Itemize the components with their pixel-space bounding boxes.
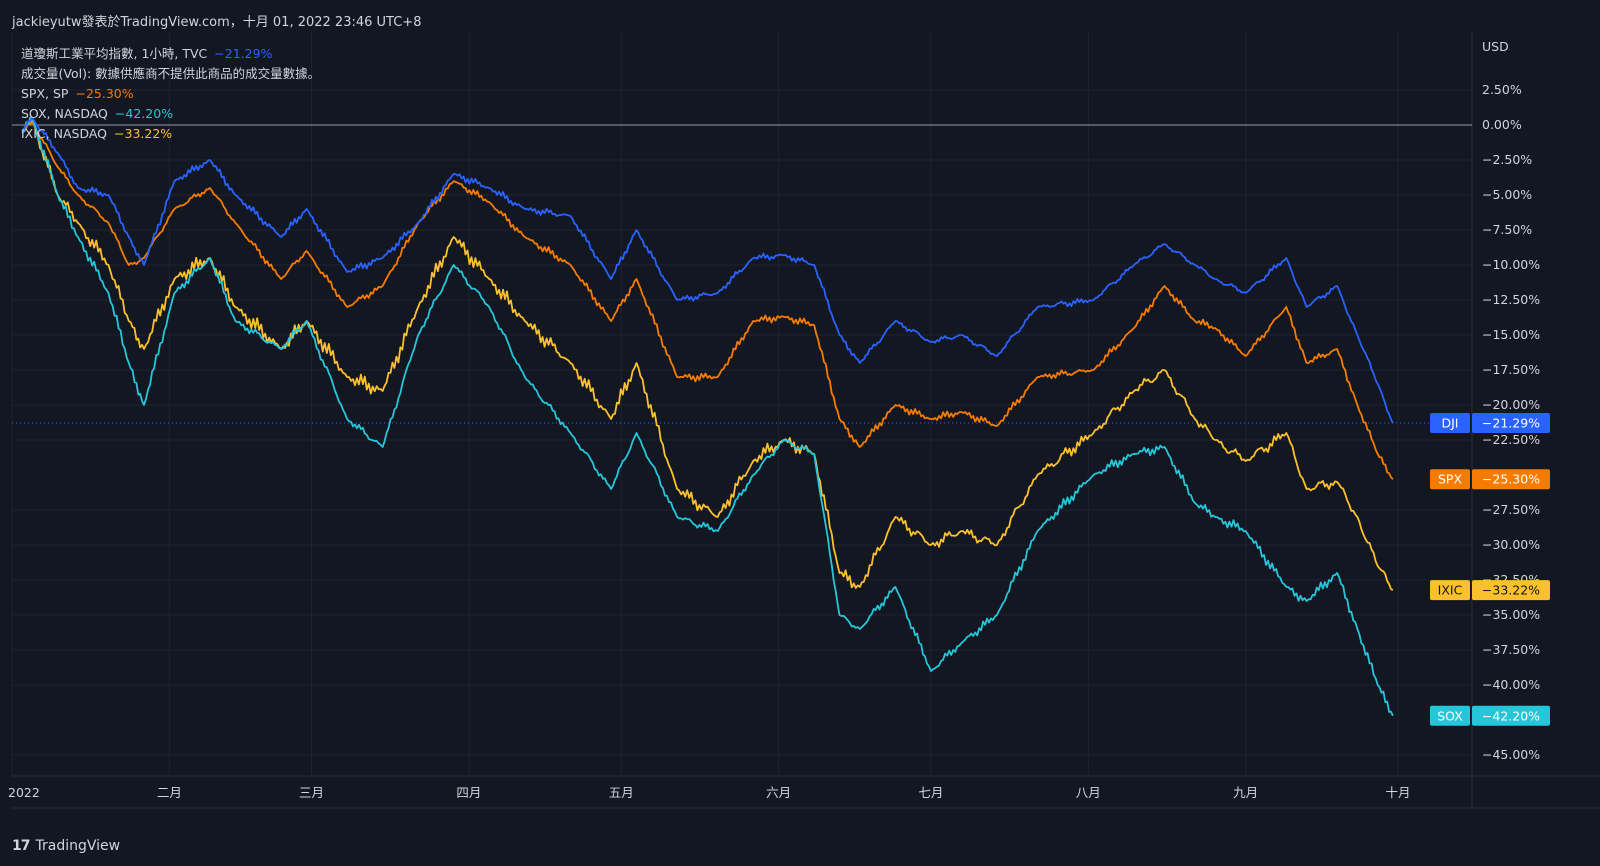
value-tag-name: DJI bbox=[1442, 416, 1459, 431]
legend-series-value: −42.20% bbox=[114, 106, 174, 121]
x-tick-label: 十月 bbox=[1385, 785, 1410, 800]
tradingview-logo-icon: 17 bbox=[12, 838, 31, 854]
value-tag-value: −42.20% bbox=[1482, 708, 1540, 723]
legend-series-value: −33.22% bbox=[114, 126, 173, 141]
value-tag-name: SPX bbox=[1438, 472, 1462, 487]
x-tick-label: 八月 bbox=[1076, 785, 1101, 800]
series-line-dji bbox=[21, 117, 1394, 424]
legend-series-name: SOX, NASDAQ bbox=[21, 106, 108, 121]
value-tag-value-bg bbox=[1472, 705, 1550, 726]
value-tag-dji: DJI −21.29% bbox=[1430, 413, 1550, 434]
legend-series-name: 道瓊斯工業平均指數, 1小時, TVC bbox=[21, 46, 208, 61]
y-tick-label: −22.50% bbox=[1482, 432, 1540, 447]
value-tag-name: SOX bbox=[1437, 708, 1463, 723]
currency-label: USD bbox=[1482, 39, 1509, 54]
value-tag-value-bg bbox=[1472, 580, 1550, 601]
value-tag-value: −25.30% bbox=[1482, 472, 1540, 487]
value-tag-name-bg bbox=[1430, 469, 1470, 490]
y-tick-label: −40.00% bbox=[1482, 677, 1540, 692]
x-tick-label: 五月 bbox=[609, 785, 634, 800]
value-tag-value-bg bbox=[1472, 469, 1550, 490]
value-tag-value-bg bbox=[1472, 413, 1550, 434]
legend-row[interactable]: 成交量(Vol): 數據供應商不提供此商品的成交量數據。 bbox=[21, 64, 320, 84]
value-tag-value: −33.22% bbox=[1482, 583, 1540, 598]
publish-info: jackieyutw發表於TradingView.com，十月 01, 2022… bbox=[12, 15, 422, 30]
y-axis[interactable]: USD 2.50% 0.00% −2.50% −5.00% −7.50% −10.00% −1… bbox=[1482, 39, 1540, 762]
legend-row[interactable]: SPX, SP −25.30% bbox=[21, 84, 320, 104]
x-tick-label: 二月 bbox=[157, 785, 182, 800]
x-tick-label: 九月 bbox=[1233, 785, 1258, 800]
x-tick-label: 七月 bbox=[918, 785, 943, 800]
series-lines bbox=[21, 116, 1394, 717]
legend-series-name: 成交量(Vol): 數據供應商不提供此商品的成交量數據。 bbox=[21, 66, 321, 81]
y-tick-label: −15.00% bbox=[1482, 327, 1540, 342]
y-tick-label: −5.00% bbox=[1482, 187, 1532, 202]
value-tag-ixic: IXIC −33.22% bbox=[1430, 580, 1550, 601]
value-tag-name: IXIC bbox=[1438, 583, 1463, 598]
x-tick-label: 2022 bbox=[8, 785, 40, 800]
x-axis[interactable]: 2022 二月 三月 四月 五月 六月 七月 八月 九月 十月 bbox=[8, 785, 1411, 800]
legend-series-name: SPX, SP bbox=[21, 86, 69, 101]
value-tag-name-bg bbox=[1430, 580, 1470, 601]
y-tick-label: −30.00% bbox=[1482, 537, 1540, 552]
value-tags: DJI −21.29% SPX −25.30% IXIC −33.22% SOX −42.20… bbox=[1430, 413, 1550, 726]
value-tag-value: −21.29% bbox=[1482, 416, 1540, 431]
y-tick-label: −35.00% bbox=[1482, 607, 1540, 622]
series-line-sox bbox=[21, 116, 1394, 717]
legend-series-value: −21.29% bbox=[214, 46, 273, 61]
chart-legend: 道瓊斯工業平均指數, 1小時, TVC −21.29% 成交量(Vol): 數據供應… bbox=[21, 44, 320, 144]
tradingview-brand[interactable]: 17 TradingView bbox=[12, 838, 120, 854]
y-tick-label: −20.00% bbox=[1482, 397, 1540, 412]
legend-series-name: IXIC, NASDAQ bbox=[21, 126, 108, 141]
y-tick-label: −37.50% bbox=[1482, 642, 1540, 657]
legend-row[interactable]: 道瓊斯工業平均指數, 1小時, TVC −21.29% bbox=[21, 44, 320, 64]
y-tick-label: 2.50% bbox=[1482, 82, 1522, 97]
legend-row[interactable]: SOX, NASDAQ −42.20% bbox=[21, 104, 320, 124]
x-tick-label: 三月 bbox=[299, 785, 324, 800]
y-tick-label: −10.00% bbox=[1482, 257, 1540, 272]
value-tag-name-bg bbox=[1430, 413, 1470, 434]
y-tick-label: −17.50% bbox=[1482, 362, 1540, 377]
series-line-spx bbox=[21, 121, 1394, 480]
value-tag-name-bg bbox=[1430, 705, 1470, 726]
y-tick-label: −2.50% bbox=[1482, 152, 1532, 167]
legend-series-value: −25.30% bbox=[75, 86, 134, 101]
y-tick-label: −12.50% bbox=[1482, 292, 1540, 307]
x-tick-label: 四月 bbox=[456, 785, 481, 800]
brand-text: TradingView bbox=[35, 838, 121, 854]
y-tick-label: −7.50% bbox=[1482, 222, 1532, 237]
y-tick-label: −27.50% bbox=[1482, 502, 1540, 517]
value-tag-spx: SPX −25.30% bbox=[1430, 469, 1550, 490]
legend-row[interactable]: IXIC, NASDAQ −33.22% bbox=[21, 124, 320, 144]
x-tick-label: 六月 bbox=[766, 785, 791, 800]
grid-lines bbox=[11, 32, 1600, 809]
y-tick-label: 0.00% bbox=[1482, 117, 1522, 132]
y-tick-label: −45.00% bbox=[1482, 747, 1540, 762]
plot-area bbox=[12, 32, 1472, 776]
value-tag-sox: SOX −42.20% bbox=[1430, 705, 1550, 726]
series-line-ixic bbox=[21, 119, 1394, 591]
